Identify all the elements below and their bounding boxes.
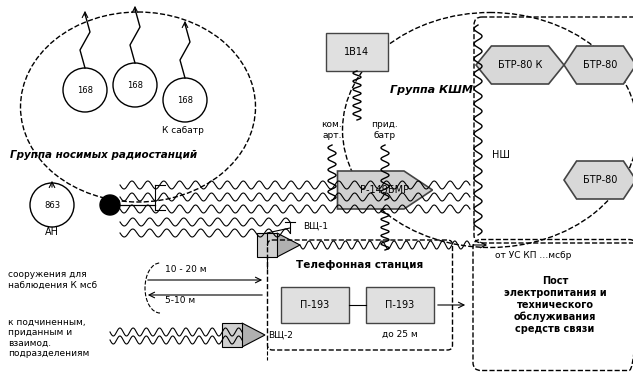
Circle shape — [30, 183, 74, 227]
Polygon shape — [564, 161, 633, 199]
Text: БТР-80: БТР-80 — [583, 175, 617, 185]
Circle shape — [63, 68, 107, 112]
Text: 168: 168 — [127, 80, 143, 89]
Text: Р-149БМР: Р-149БМР — [360, 185, 410, 195]
Bar — [326, 33, 388, 71]
Text: НШ: НШ — [492, 150, 510, 160]
Text: сооружения для
наблюдения К мсб: сооружения для наблюдения К мсб — [8, 270, 97, 289]
Bar — [257, 233, 277, 257]
Text: 168: 168 — [177, 95, 193, 104]
Text: ком.
арт.: ком. арт. — [322, 120, 342, 140]
Text: до 25 м: до 25 м — [382, 330, 418, 339]
Bar — [281, 287, 349, 323]
Text: прид.
батр: прид. батр — [372, 120, 398, 140]
Text: БТР-80 К: БТР-80 К — [498, 60, 542, 70]
Text: БТР-80: БТР-80 — [583, 60, 617, 70]
Text: Пост
электропитания и
технического
обслуживания
средств связи: Пост электропитания и технического обслу… — [504, 276, 606, 334]
Text: 5-10 м: 5-10 м — [165, 296, 195, 305]
Text: 1В14: 1В14 — [344, 47, 370, 57]
Text: от УС КП …мсбр: от УС КП …мсбр — [495, 251, 572, 260]
Text: Группа носимых радиостанций: Группа носимых радиостанций — [10, 150, 197, 160]
Polygon shape — [277, 233, 300, 257]
Text: 863: 863 — [44, 200, 60, 209]
Text: ВЩ-1: ВЩ-1 — [303, 222, 328, 231]
Circle shape — [163, 78, 207, 122]
Text: П-193: П-193 — [385, 300, 415, 310]
Text: к подчиненным,
приданным и
взаимод.
подразделениям: к подчиненным, приданным и взаимод. подр… — [8, 318, 89, 358]
Text: АН: АН — [45, 227, 59, 237]
Polygon shape — [476, 46, 564, 84]
Text: П-193: П-193 — [301, 300, 330, 310]
Text: 168: 168 — [77, 86, 93, 95]
Text: Телефонная станция: Телефонная станция — [296, 260, 423, 270]
Text: Группа КШМ: Группа КШМ — [390, 85, 473, 95]
Polygon shape — [337, 171, 432, 209]
Polygon shape — [564, 46, 633, 84]
Polygon shape — [242, 323, 265, 347]
Circle shape — [113, 63, 157, 107]
Text: 10 - 20 м: 10 - 20 м — [165, 265, 206, 274]
Text: К сабатр: К сабатр — [162, 126, 204, 135]
Circle shape — [100, 195, 120, 215]
Text: ВЩ-2: ВЩ-2 — [268, 331, 293, 340]
Bar — [366, 287, 434, 323]
Bar — [222, 323, 242, 347]
